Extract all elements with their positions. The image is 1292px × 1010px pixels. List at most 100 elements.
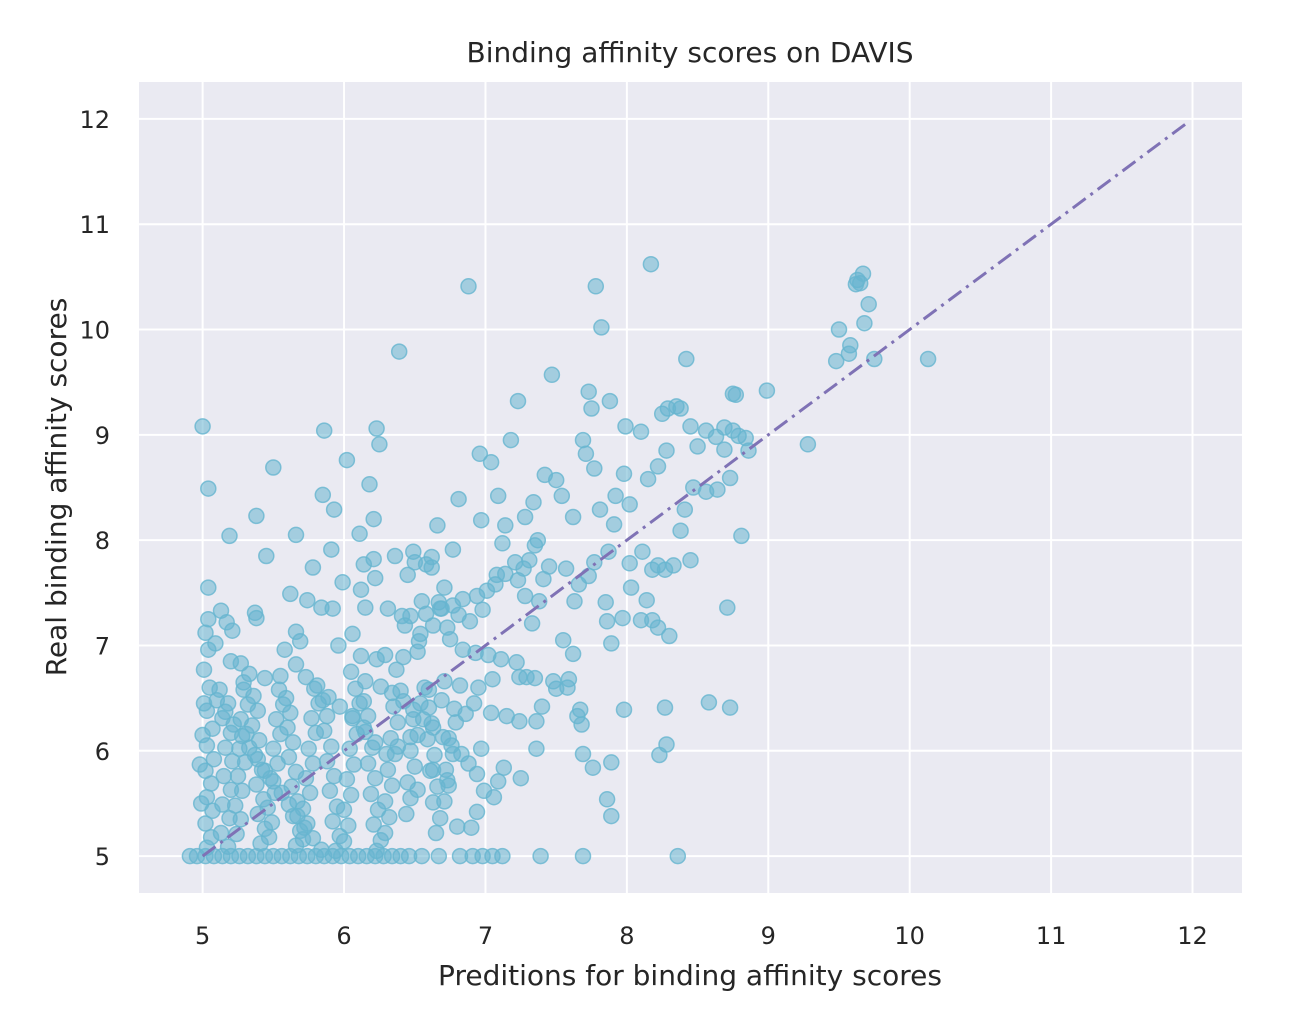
data-point — [383, 777, 401, 794]
x-tick-label: 12 — [1177, 922, 1208, 950]
data-point — [495, 759, 513, 776]
data-point — [485, 788, 503, 806]
data-point — [431, 809, 449, 827]
data-point — [436, 793, 453, 810]
data-point — [243, 717, 261, 734]
data-point — [279, 719, 296, 736]
data-point — [315, 722, 333, 740]
data-point — [344, 709, 361, 727]
data-point — [649, 458, 667, 475]
data-point — [294, 831, 312, 848]
data-point — [282, 704, 299, 722]
data-point — [402, 742, 419, 760]
data-point — [314, 692, 332, 709]
data-point — [381, 808, 398, 826]
data-point — [463, 819, 480, 836]
data-point — [314, 486, 332, 504]
data-point — [430, 594, 448, 611]
data-point — [603, 635, 620, 652]
data-point — [842, 337, 859, 354]
data-point — [194, 418, 211, 435]
data-point — [249, 702, 267, 720]
data-point — [511, 713, 528, 730]
data-point — [330, 637, 347, 654]
data-point — [583, 400, 600, 417]
data-point — [430, 847, 448, 865]
data-point — [260, 828, 278, 846]
data-point — [366, 769, 384, 787]
data-point — [265, 459, 282, 476]
data-point — [530, 593, 548, 610]
data-point — [564, 508, 582, 526]
data-point — [300, 740, 317, 757]
x-tick-label: 7 — [478, 922, 493, 950]
data-point — [470, 679, 487, 696]
data-point — [866, 350, 883, 368]
data-point — [359, 707, 377, 725]
data-point — [547, 471, 565, 489]
data-point — [427, 824, 445, 842]
data-point — [482, 704, 500, 722]
data-point — [478, 582, 496, 599]
data-point — [607, 487, 624, 505]
data-point — [494, 535, 511, 552]
data-point — [634, 543, 651, 560]
data-point — [217, 739, 234, 756]
data-point — [651, 746, 668, 764]
data-point — [444, 745, 462, 763]
data-point — [422, 762, 439, 780]
data-point — [368, 420, 385, 437]
data-point — [263, 814, 281, 831]
data-point — [262, 769, 279, 787]
data-point — [352, 647, 370, 665]
data-point — [727, 386, 745, 404]
data-point — [324, 600, 341, 617]
data-point — [601, 392, 619, 410]
data-point — [382, 729, 399, 747]
data-point — [682, 418, 699, 435]
data-point — [516, 587, 534, 605]
data-point — [299, 591, 316, 609]
data-point — [250, 732, 268, 749]
data-point — [444, 541, 462, 558]
data-point — [224, 622, 241, 639]
data-point — [584, 759, 602, 776]
data-point — [468, 765, 486, 783]
data-point — [222, 724, 240, 742]
data-point — [460, 278, 477, 295]
data-point — [258, 547, 275, 565]
data-point — [405, 543, 422, 560]
data-point — [197, 815, 214, 832]
data-point — [553, 487, 571, 505]
data-point — [830, 321, 848, 338]
data-point — [854, 265, 872, 282]
data-point — [433, 692, 450, 709]
data-point — [603, 807, 620, 825]
data-point — [509, 392, 527, 410]
data-point — [614, 609, 631, 627]
data-point — [365, 550, 382, 568]
data-point — [197, 624, 214, 642]
data-point — [424, 617, 442, 634]
y-tick-label: 9 — [95, 422, 110, 450]
data-point — [392, 682, 409, 700]
data-point — [323, 738, 340, 755]
data-point — [642, 255, 660, 273]
data-point — [621, 555, 638, 572]
data-point — [516, 508, 534, 526]
data-point — [489, 773, 507, 790]
data-point — [321, 782, 339, 800]
data-point — [357, 599, 374, 616]
data-point — [598, 791, 616, 808]
data-point — [580, 383, 597, 400]
data-point — [248, 609, 265, 627]
x-tick-label: 6 — [336, 922, 351, 950]
data-point — [518, 668, 535, 686]
x-tick-label: 10 — [894, 922, 925, 950]
data-point — [366, 569, 384, 587]
data-point — [287, 656, 305, 673]
data-point — [672, 400, 689, 417]
data-point — [277, 689, 295, 707]
data-point — [338, 770, 356, 788]
data-point — [283, 778, 300, 795]
